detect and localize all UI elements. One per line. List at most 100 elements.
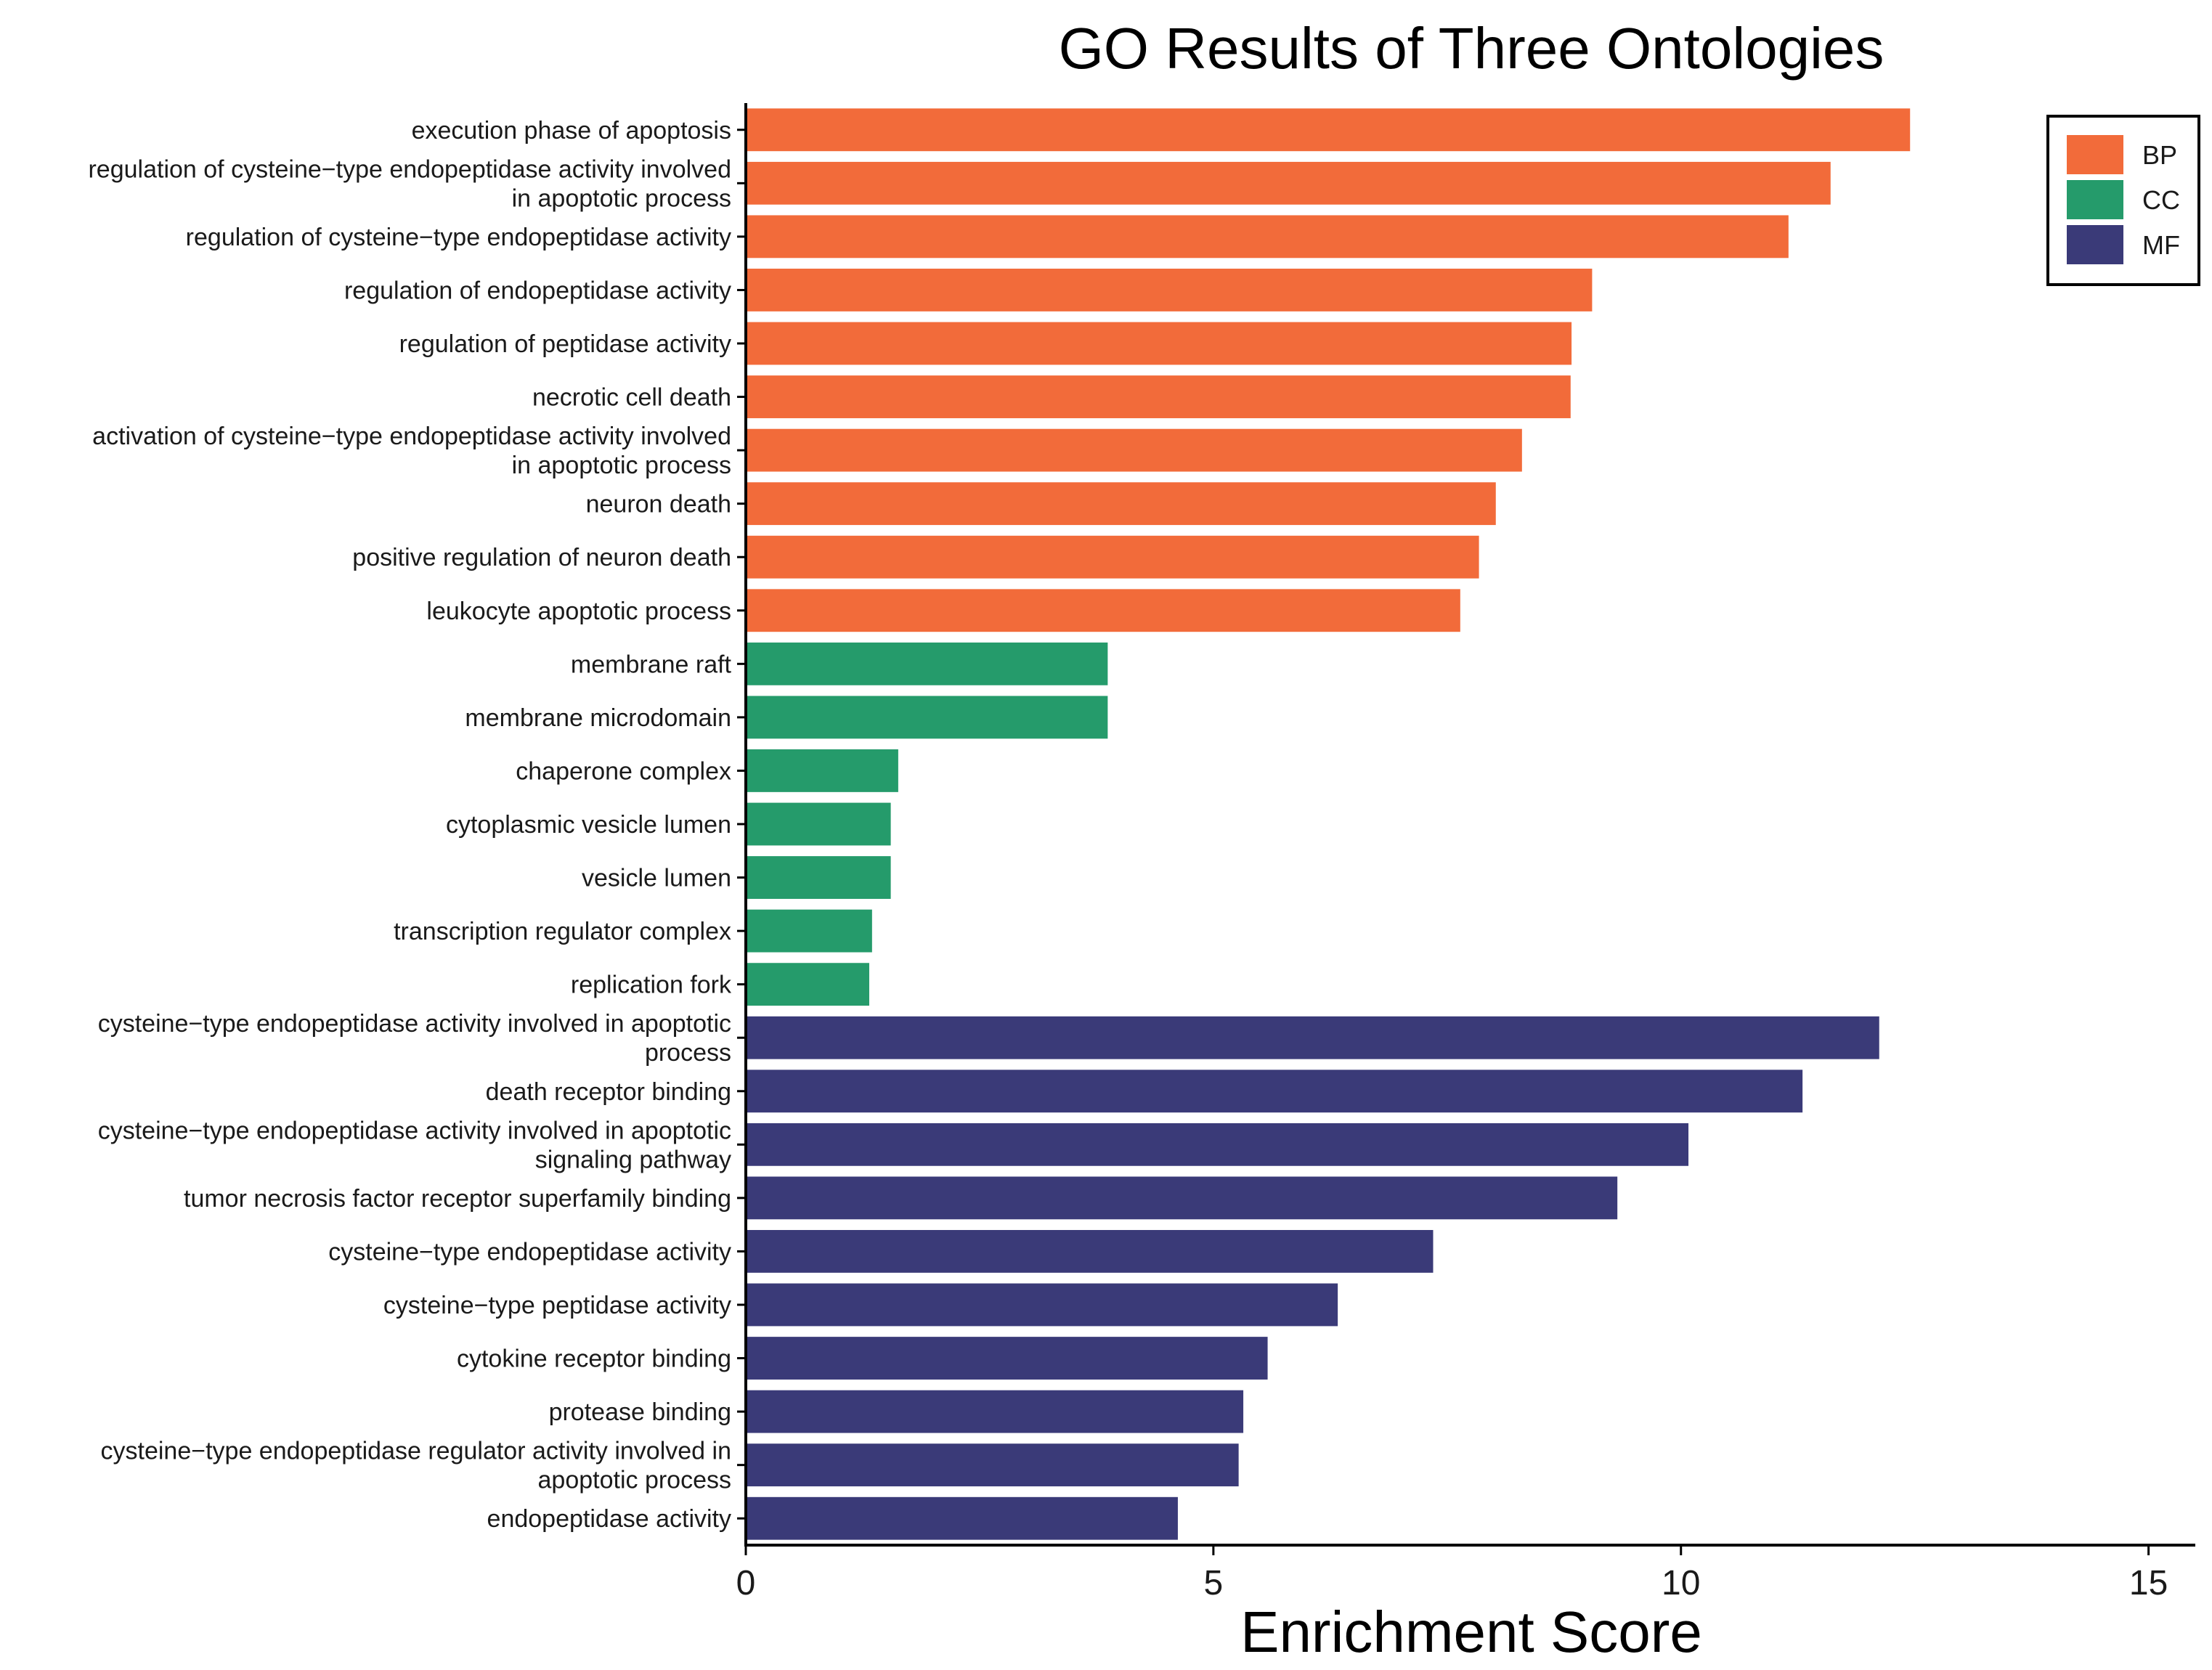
y-tick-label: cysteine−type endopeptidase activity (328, 1238, 731, 1266)
bar-cc (746, 696, 1108, 739)
x-tick-label: 0 (736, 1564, 756, 1602)
y-tick-label-line: tumor necrosis factor receptor superfami… (184, 1185, 731, 1213)
y-tick-label: cysteine−type endopeptidase regulator ac… (101, 1438, 731, 1494)
bar-mf (746, 1016, 1879, 1059)
y-tick-label-line: apoptotic process (538, 1467, 732, 1494)
y-tick-label-line: death receptor binding (486, 1078, 731, 1106)
y-tick-label-line: transcription regulator complex (394, 918, 731, 945)
y-tick-label-line: activation of cysteine−type endopeptidas… (92, 423, 731, 450)
y-tick-label-line: cysteine−type endopeptidase activity inv… (98, 1117, 731, 1144)
y-tick-label: vesicle lumen (582, 865, 731, 892)
legend-label-bp: BP (2142, 140, 2177, 170)
y-tick-label: leukocyte apoptotic process (426, 598, 731, 625)
y-tick-label: transcription regulator complex (394, 918, 731, 945)
bar-bp (746, 215, 1789, 258)
y-tick-label-line: cysteine−type endopeptidase activity inv… (98, 1010, 731, 1038)
y-tick-label: cysteine−type peptidase activity (383, 1292, 731, 1319)
y-tick-label-line: in apoptotic process (512, 452, 731, 479)
y-tick-label: regulation of cysteine−type endopeptidas… (186, 224, 731, 251)
y-tick-label-line: cytokine receptor binding (457, 1345, 731, 1373)
y-tick-label-line: protease binding (549, 1398, 731, 1426)
y-tick-label-line: membrane microdomain (465, 704, 731, 732)
y-tick-label: tumor necrosis factor receptor superfami… (184, 1185, 731, 1213)
bar-mf (746, 1176, 1618, 1220)
y-tick-label-line: cysteine−type endopeptidase regulator ac… (101, 1438, 731, 1465)
bar-bp (746, 535, 1479, 579)
legend-label-mf: MF (2142, 230, 2180, 260)
legend-swatch-cc (2067, 180, 2123, 219)
legend-swatch-mf (2067, 225, 2123, 264)
y-tick-label-line: cysteine−type endopeptidase activity (328, 1238, 731, 1266)
y-tick-label: neuron death (586, 491, 731, 518)
bar-cc (746, 749, 898, 792)
y-tick-label-line: endopeptidase activity (487, 1505, 731, 1533)
x-axis-title: Enrichment Score (1240, 1600, 1702, 1664)
y-tick-label: necrotic cell death (532, 384, 731, 412)
bars-layer (746, 108, 1911, 1540)
y-tick-label: cysteine−type endopeptidase activity inv… (98, 1117, 731, 1173)
y-tick-label: replication fork (571, 972, 732, 999)
y-tick-label-line: regulation of cysteine−type endopeptidas… (186, 224, 731, 251)
bar-mf (746, 1070, 1803, 1113)
legend-items: BP CC MF (2067, 135, 2180, 264)
legend: BP CC MF (2046, 115, 2200, 286)
y-tick-label: regulation of cysteine−type endopeptidas… (88, 155, 731, 212)
y-tick-label: regulation of peptidase activity (399, 330, 731, 358)
y-tick-label: cytoplasmic vesicle lumen (446, 811, 731, 839)
x-axis-ticks: 0 5 10 15 (736, 1545, 2168, 1602)
y-tick-label: positive regulation of neuron death (352, 544, 731, 571)
y-tick-label: activation of cysteine−type endopeptidas… (92, 423, 731, 479)
y-tick-label: cytokine receptor binding (457, 1345, 731, 1373)
y-tick-label: chaperone complex (516, 757, 731, 785)
y-axis-labels: execution phase of apoptosis regulation o… (88, 117, 746, 1533)
bar-bp (746, 322, 1572, 365)
y-tick-label-line: in apoptotic process (512, 184, 731, 212)
bar-bp (746, 161, 1831, 205)
y-tick-label-line: execution phase of apoptosis (412, 117, 731, 144)
y-tick-label: protease binding (549, 1398, 731, 1426)
bar-bp (746, 482, 1496, 526)
y-tick-label-line: regulation of endopeptidase activity (344, 277, 731, 304)
y-tick-label: death receptor binding (486, 1078, 731, 1106)
bar-mf (746, 1337, 1268, 1380)
y-tick-label-line: process (645, 1039, 731, 1067)
bar-bp (746, 428, 1522, 472)
y-tick-label-line: neuron death (586, 491, 731, 518)
bar-mf (746, 1230, 1434, 1273)
bar-bp (746, 589, 1460, 632)
bar-bp (746, 375, 1571, 418)
x-tick-label: 5 (1204, 1564, 1224, 1602)
x-tick-label: 15 (2129, 1564, 2168, 1602)
y-tick-label-line: signaling pathway (535, 1146, 731, 1173)
y-tick-label: endopeptidase activity (487, 1505, 731, 1533)
y-tick-label: regulation of endopeptidase activity (344, 277, 731, 304)
bar-cc (746, 802, 891, 846)
bar-mf (746, 1123, 1689, 1166)
y-tick-label: membrane raft (571, 651, 732, 678)
bar-cc (746, 909, 872, 953)
y-tick-label-line: chaperone complex (516, 757, 731, 785)
bar-cc (746, 856, 891, 899)
bar-cc (746, 642, 1108, 685)
bar-mf (746, 1283, 1338, 1327)
bar-mf (746, 1443, 1239, 1487)
y-tick-label: execution phase of apoptosis (412, 117, 731, 144)
y-tick-label-line: regulation of cysteine−type endopeptidas… (88, 155, 731, 183)
y-tick-label-line: leukocyte apoptotic process (426, 598, 731, 625)
x-tick-label: 10 (1662, 1564, 1700, 1602)
bar-mf (746, 1496, 1178, 1540)
legend-swatch-bp (2067, 135, 2123, 174)
y-tick-label-line: cytoplasmic vesicle lumen (446, 811, 731, 839)
bar-bp (746, 108, 1911, 152)
y-tick-label-line: vesicle lumen (582, 865, 731, 892)
y-tick-label-line: cysteine−type peptidase activity (383, 1292, 731, 1319)
y-tick-label-line: regulation of peptidase activity (399, 330, 731, 358)
y-tick-label-line: membrane raft (571, 651, 732, 678)
y-tick-label-line: necrotic cell death (532, 384, 731, 412)
bar-cc (746, 963, 869, 1006)
y-tick-label: membrane microdomain (465, 704, 731, 732)
bar-mf (746, 1390, 1244, 1433)
chart-title: GO Results of Three Ontologies (1059, 16, 1884, 81)
